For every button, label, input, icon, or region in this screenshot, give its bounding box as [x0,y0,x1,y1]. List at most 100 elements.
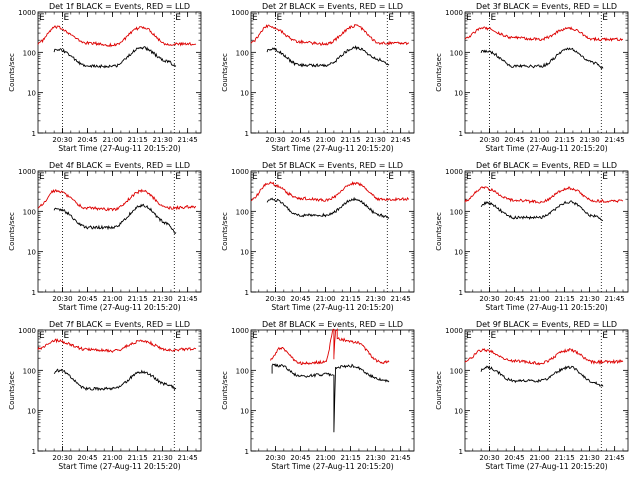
x-tick-label: 20:30 [52,295,72,303]
y-tick-label: 100 [236,49,249,57]
y-tick-label: 1000 [445,9,463,17]
x-tick-label: 21:30 [580,295,600,303]
x-tick-label: 21:30 [580,136,600,144]
plot-frame [37,11,202,134]
x-tick-label: 21:15 [127,454,147,462]
y-tick-label: 10 [454,90,463,98]
panel-title: Det 8f BLACK = Events, RED = LLD [262,320,403,329]
x-tick-label: 21:30 [153,454,173,462]
x-tick-label: 21:45 [391,295,411,303]
y-tick-label: 1000 [231,9,249,17]
events-series-line [266,196,390,219]
x-tick-label: 21:15 [127,295,147,303]
x-tick-label: 21:30 [366,136,386,144]
panel-title: Det 9f BLACK = Events, RED = LLD [476,320,617,329]
x-tick-label: 21:00 [102,295,122,303]
corner-marker: E [39,172,45,182]
x-tick-label: 21:00 [102,454,122,462]
y-tick-label: 1 [459,448,463,456]
x-tick-label: 21:00 [315,295,335,303]
y-tick-label: 1000 [231,168,249,176]
y-tick-label: 1 [245,130,249,138]
corner-marker: E [466,13,472,23]
y-axis-label: Counts/sec [435,371,443,410]
marker-label: E [490,331,496,341]
panel-det-4: Det 4f BLACK = Events, RED = LLD 1 10 100 10… [8,161,202,312]
events-series-line [271,363,390,433]
y-tick-label: 10 [27,90,36,98]
corner-marker: E [252,13,258,23]
x-axis-label: Start Time (27-Aug-11 20:15:20) [485,144,607,153]
marker-label: E [63,331,69,341]
y-tick-label: 10 [240,408,249,416]
x-tick-label: 21:00 [315,454,335,462]
marker-label: E [490,13,496,23]
plot-frame [464,329,629,452]
x-tick-label: 21:30 [153,295,173,303]
events-series-line [480,47,604,70]
x-tick-label: 21:15 [554,136,574,144]
y-tick-label: 1 [32,130,36,138]
events-series-line [480,200,604,221]
x-tick-label: 20:45 [504,295,524,303]
marker-label: E [175,172,181,182]
y-tick-label: 100 [450,49,463,57]
plot-frame [250,170,415,293]
panel-title: Det 4f BLACK = Events, RED = LLD [49,161,190,170]
y-tick-label: 1 [245,289,249,297]
x-tick-label: 21:00 [529,136,549,144]
x-tick-label: 21:15 [340,295,360,303]
x-tick-label: 20:30 [52,454,72,462]
y-tick-label: 10 [454,408,463,416]
y-axis-label: Counts/sec [221,371,229,410]
x-tick-label: 20:30 [52,136,72,144]
y-axis-label: Counts/sec [221,212,229,251]
y-tick-label: 100 [23,208,36,216]
x-axis-label: Start Time (27-Aug-11 20:15:20) [485,462,607,471]
x-tick-label: 21:45 [605,136,625,144]
x-tick-label: 20:30 [479,295,499,303]
y-tick-label: 100 [450,367,463,375]
x-tick-label: 20:30 [265,295,285,303]
panel-det-3: Det 3f BLACK = Events, RED = LLD 1 10 100 10… [435,2,629,153]
y-tick-label: 10 [27,408,36,416]
events-series-line [53,46,177,69]
x-tick-label: 21:45 [178,136,198,144]
marker-label: E [490,172,496,182]
y-tick-label: 10 [240,90,249,98]
y-axis-label: Counts/sec [8,212,16,251]
y-tick-label: 100 [236,208,249,216]
panel-title: Det 7f BLACK = Events, RED = LLD [49,320,190,329]
panel-det-5: Det 5f BLACK = Events, RED = LLD 1 10 100 10… [221,161,415,312]
panel-det-2: Det 2f BLACK = Events, RED = LLD 1 10 100 10… [221,2,415,153]
lld-series-line [464,186,624,204]
panel-det-7: Det 7f BLACK = Events, RED = LLD 1 10 100 10… [8,320,202,471]
y-axis-label: Counts/sec [8,53,16,92]
y-tick-label: 1 [32,448,36,456]
lld-series-line [37,25,197,48]
y-axis-label: Counts/sec [435,53,443,92]
y-tick-label: 1 [32,289,36,297]
marker-label: E [388,172,394,182]
panel-det-8: Det 8f BLACK = Events, RED = LLD 1 10 100 10… [221,320,415,471]
x-tick-label: 21:15 [127,136,147,144]
x-axis-label: Start Time (27-Aug-11 20:15:20) [271,462,393,471]
x-tick-label: 20:30 [479,136,499,144]
x-axis-label: Start Time (27-Aug-11 20:15:20) [485,303,607,312]
plot-frame [250,329,415,452]
x-tick-label: 21:30 [366,295,386,303]
y-axis-label: Counts/sec [221,53,229,92]
y-tick-label: 1000 [18,327,36,335]
x-tick-label: 21:45 [605,295,625,303]
lld-series-line [464,26,623,42]
events-series-line [53,368,177,392]
x-tick-label: 20:45 [77,454,97,462]
x-tick-label: 20:45 [504,454,524,462]
marker-label: E [388,13,394,23]
marker-label: E [63,172,69,182]
x-tick-label: 21:30 [153,136,173,144]
y-tick-label: 1 [459,130,463,138]
y-tick-label: 1000 [231,327,249,335]
x-axis-label: Start Time (27-Aug-11 20:15:20) [58,303,180,312]
